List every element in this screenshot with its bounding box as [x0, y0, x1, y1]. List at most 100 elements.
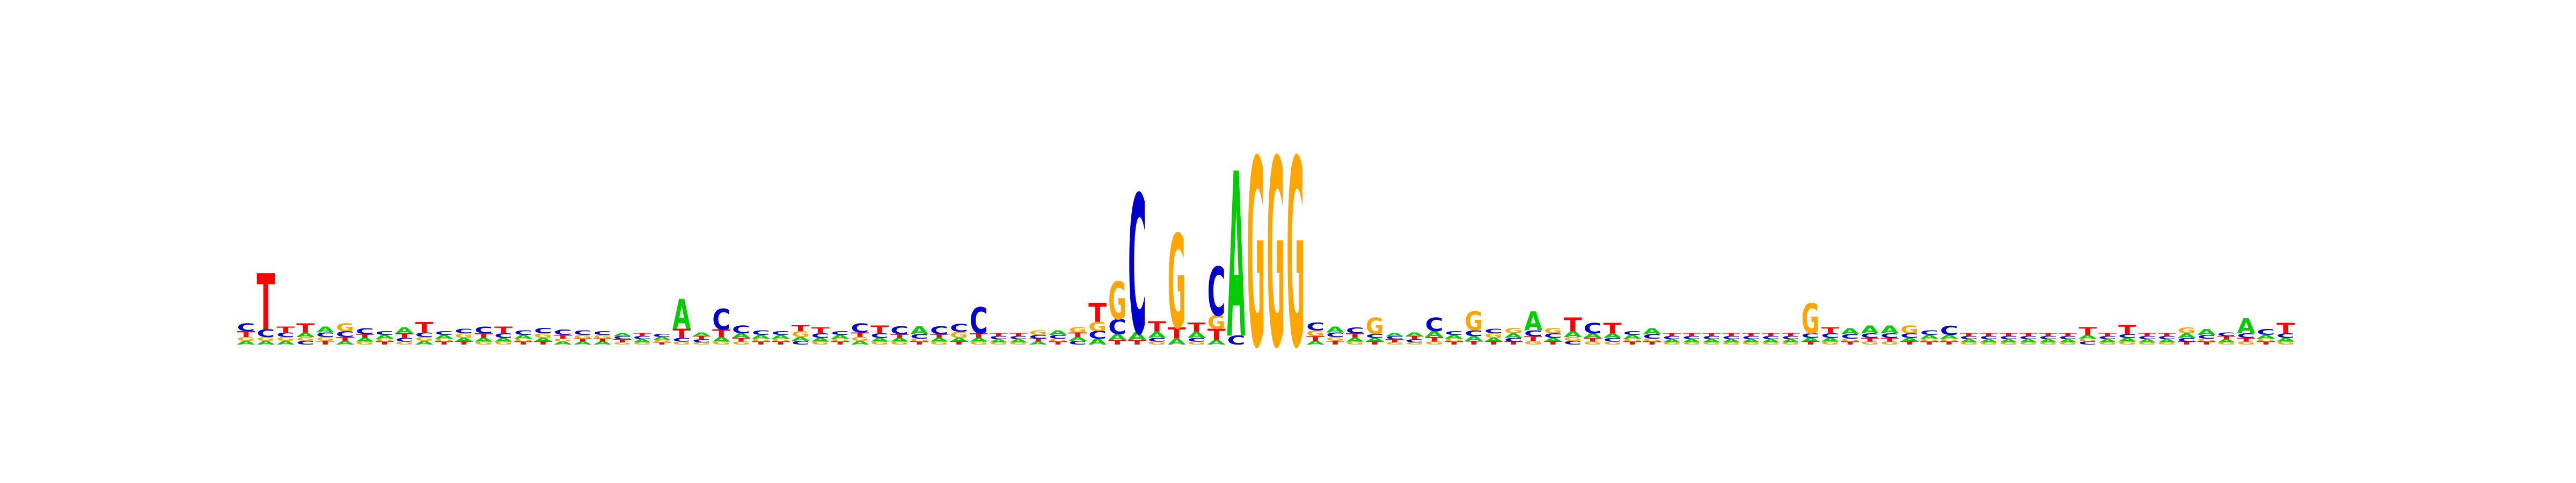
- logo-letter-C: C: [1504, 337, 1523, 343]
- logo-letter-A: A: [1762, 339, 1781, 343]
- logo-letter-C: C: [2257, 327, 2275, 337]
- logo-letter-C: C: [1702, 335, 1721, 340]
- logo-letter-A: A: [237, 340, 255, 346]
- logo-letter-A: A: [1445, 334, 1463, 340]
- logo-letter-T: T: [1682, 333, 1701, 338]
- logo-letter-C: C: [1069, 340, 1087, 346]
- logo-letter-A: A: [1069, 336, 1087, 342]
- logo-letter-T: T: [1663, 333, 1681, 338]
- logo-letter-T: T: [1900, 341, 1919, 346]
- logo-letter-T: T: [1762, 333, 1781, 338]
- logo-letter-A: A: [1406, 332, 1424, 338]
- logo-letter-G: G: [1346, 341, 1364, 346]
- logo-letter-T: T: [930, 333, 949, 339]
- logo-letter-T: T: [1802, 341, 1820, 346]
- logo-letter-A: A: [672, 290, 691, 339]
- logo-letter-A: A: [792, 336, 810, 342]
- logo-letter-C: C: [316, 331, 334, 338]
- logo-letter-C: C: [870, 332, 889, 339]
- logo-letter-A: A: [1663, 339, 1681, 343]
- logo-letter-C: C: [1980, 335, 1998, 340]
- logo-letter-C: C: [1762, 335, 1780, 340]
- logo-letter-A: A: [1029, 341, 1048, 346]
- logo-letter-G: G: [1366, 313, 1384, 339]
- logo-letter-C: C: [672, 337, 691, 343]
- logo-letter-T: T: [1920, 341, 1939, 346]
- logo-letter-G: G: [276, 336, 295, 342]
- logo-letter-C: C: [910, 333, 928, 340]
- logo-letter-A: A: [1702, 339, 1721, 343]
- logo-letter-C: C: [1663, 335, 1681, 340]
- logo-letter-G: G: [1386, 342, 1404, 346]
- logo-letter-T: T: [1445, 341, 1463, 346]
- logo-letter-T: T: [1861, 337, 1879, 343]
- logo-letter-C: C: [356, 327, 374, 336]
- logo-letter-C: C: [257, 328, 275, 340]
- logo-letter-A: A: [474, 337, 493, 343]
- logo-letter-G: G: [1108, 272, 1126, 332]
- logo-letter-C: C: [534, 327, 552, 335]
- logo-letter-C: C: [1643, 333, 1661, 340]
- logo-letter-G: G: [653, 340, 671, 343]
- logo-letter-A: A: [1821, 337, 1840, 343]
- logo-letter-T: T: [2079, 325, 2097, 337]
- logo-letter-C: C: [554, 328, 572, 337]
- logo-letter-G: G: [1168, 208, 1186, 358]
- logo-letter-G: G: [1148, 341, 1166, 346]
- logo-letter-G: G: [712, 341, 730, 346]
- logo-letter-G: G: [415, 336, 434, 342]
- logo-letter-G: G: [1465, 306, 1483, 336]
- logo-letter-C: C: [1128, 156, 1146, 378]
- logo-letter-A: A: [2118, 337, 2137, 343]
- logo-letter-C: C: [1386, 335, 1404, 340]
- logo-letter-T: T: [237, 330, 255, 339]
- logo-letter-G: G: [1980, 342, 1998, 346]
- logo-letter-C: C: [396, 337, 414, 343]
- logo-letter-C: C: [2059, 335, 2077, 340]
- logo-letter-T: T: [1980, 333, 1999, 338]
- logo-letter-C: C: [633, 335, 651, 340]
- logo-letter-G: G: [1088, 319, 1107, 334]
- logo-letter-C: C: [2079, 341, 2097, 346]
- logo-letter-G: G: [1841, 338, 1859, 342]
- logo-letter-T: T: [296, 321, 315, 336]
- logo-letter-T: T: [890, 333, 909, 339]
- logo-letter-A: A: [732, 332, 750, 340]
- logo-letter-C: C: [514, 329, 532, 336]
- logo-letter-G: G: [2079, 338, 2097, 342]
- logo-letter-T: T: [594, 338, 612, 343]
- logo-letter-A: A: [910, 325, 929, 336]
- logo-letter-A: A: [514, 334, 533, 340]
- logo-letter-G: G: [692, 342, 711, 346]
- logo-letter-C: C: [732, 324, 750, 336]
- logo-letter-G: G: [1188, 341, 1206, 346]
- logo-letter-C: C: [831, 330, 849, 336]
- logo-letter-A: A: [2138, 339, 2157, 343]
- logo-letter-C: C: [376, 330, 394, 336]
- logo-letter-T: T: [336, 336, 355, 342]
- logo-letter-C: C: [336, 330, 354, 339]
- logo-letter-G: G: [1702, 342, 1721, 346]
- logo-letter-A: A: [1802, 337, 1820, 343]
- logo-letter-A: A: [1227, 126, 1245, 389]
- logo-letter-T: T: [1306, 335, 1324, 342]
- logo-letter-T: T: [316, 340, 335, 346]
- logo-letter-A: A: [1346, 337, 1365, 343]
- logo-letter-G: G: [870, 341, 889, 346]
- logo-letter-A: A: [970, 337, 989, 343]
- logo-letter-A: A: [1980, 339, 1999, 343]
- logo-letter-A: A: [870, 337, 889, 343]
- logo-letter-A: A: [1564, 330, 1583, 339]
- logo-letter-C: C: [772, 330, 790, 336]
- logo-letter-T: T: [1484, 341, 1503, 346]
- logo-letter-A: A: [336, 340, 355, 346]
- logo-letter-G: G: [1484, 332, 1503, 339]
- logo-letter-C: C: [851, 321, 869, 335]
- logo-letter-A: A: [712, 336, 730, 343]
- logo-letter-C: C: [712, 303, 730, 336]
- logo-letter-A: A: [1861, 324, 1879, 335]
- logo-letter-C: C: [1742, 335, 1760, 340]
- logo-letter-T: T: [831, 341, 850, 346]
- logo-letter-A: A: [2039, 339, 2058, 343]
- logo-letter-G: G: [356, 341, 374, 346]
